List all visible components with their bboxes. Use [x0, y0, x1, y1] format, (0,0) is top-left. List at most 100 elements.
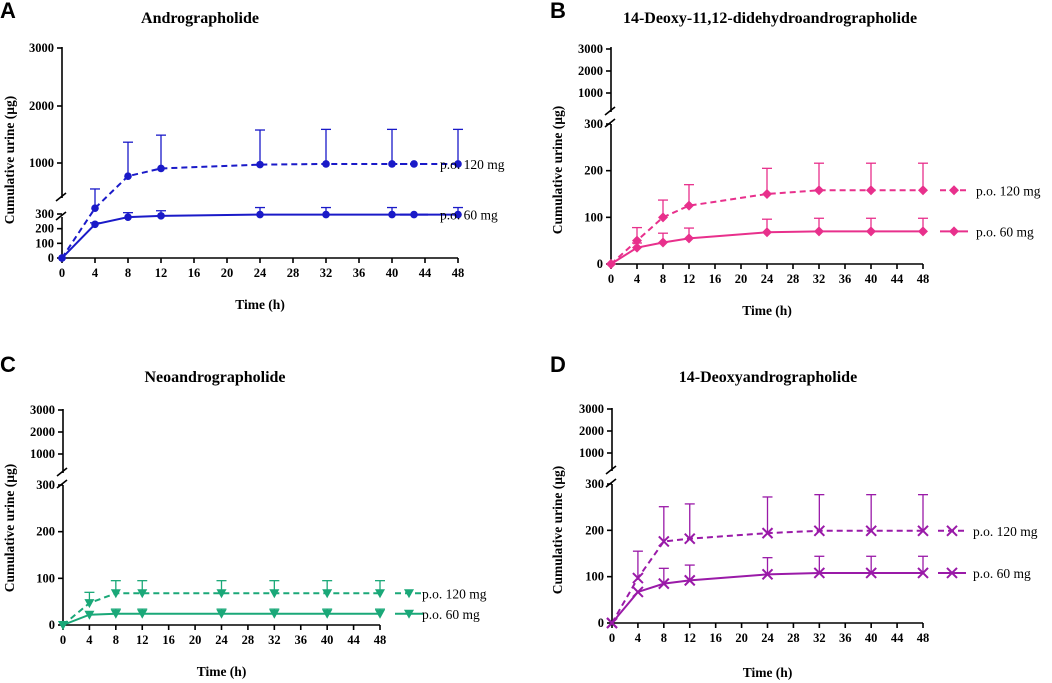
series-po-60mg	[606, 555, 929, 629]
data-point	[762, 189, 772, 199]
x-tick-label: 28	[242, 633, 255, 647]
y-tick-label: 0	[597, 257, 603, 271]
y-axis-label: Cumulative urine (µg)	[2, 464, 17, 593]
chart-title: 14-Deoxy-11,12-didehydroandrographolide	[623, 10, 917, 27]
legend-marker	[949, 226, 959, 237]
data-point	[684, 200, 694, 211]
x-tick-label: 24	[761, 631, 774, 645]
x-tick-label: 12	[684, 631, 697, 645]
data-point	[918, 185, 928, 196]
chart-title: Neoandrographolide	[144, 369, 285, 386]
legend-label: p.o. 120 mg	[976, 183, 1041, 198]
legend-marker	[946, 525, 958, 537]
y-tick-label: 200	[584, 164, 603, 178]
x-tick-label: 4	[86, 633, 93, 647]
data-point	[454, 160, 462, 168]
legend-marker	[949, 185, 959, 196]
marker-stroke	[658, 535, 670, 548]
data-point	[865, 567, 877, 579]
y-tick-label: 100	[36, 571, 55, 585]
data-point	[84, 599, 95, 609]
data-point	[658, 237, 668, 248]
y-tick-label: 3000	[578, 42, 603, 56]
y-tick-label: 300	[35, 207, 54, 221]
series-line	[611, 529, 923, 624]
data-point	[388, 210, 396, 219]
y-tick-label: 1000	[578, 86, 603, 100]
y-tick-label: 0	[49, 618, 55, 632]
x-tick-label: 8	[660, 272, 666, 286]
data-point	[58, 254, 66, 262]
data-point	[256, 160, 264, 169]
x-tick-label: 28	[287, 266, 300, 280]
marker-stroke	[761, 527, 774, 539]
axis-break-mark	[56, 479, 68, 489]
series-line	[61, 213, 458, 259]
data-point	[322, 160, 330, 168]
y-tick-label: 3000	[579, 402, 604, 416]
y-tick-label: 2000	[30, 425, 55, 439]
data-point	[684, 233, 694, 244]
data-point	[761, 527, 774, 539]
axis-break-mark	[605, 465, 617, 475]
data-point	[91, 220, 99, 229]
y-tick-label: 3000	[30, 403, 55, 417]
x-tick-label: 20	[735, 631, 748, 645]
marker-stroke	[865, 567, 877, 579]
legend-item: p.o. 120 mg	[940, 183, 1041, 198]
data-point	[269, 589, 280, 599]
x-tick-label: 12	[136, 633, 149, 647]
axis-break-mark	[55, 192, 67, 202]
chart-title: Andrographolide	[141, 10, 259, 27]
data-point	[813, 525, 826, 537]
x-tick-label: 20	[735, 272, 748, 286]
data-point	[632, 242, 642, 253]
x-tick-label: 36	[839, 272, 852, 286]
data-point	[375, 589, 385, 599]
x-tick-label: 36	[353, 266, 366, 280]
marker-stroke	[946, 567, 958, 579]
data-point	[762, 227, 772, 238]
chart-panel-b: B 14-Deoxy-11,12-didehydroandrographolide…	[550, 0, 1041, 318]
marker-stroke	[946, 525, 958, 537]
legend-marker	[404, 609, 414, 619]
x-tick-label: 16	[162, 633, 175, 647]
x-tick-label: 8	[113, 633, 119, 647]
series-line	[62, 612, 380, 626]
x-tick-label: 40	[865, 631, 878, 645]
data-point	[110, 589, 121, 599]
x-tick-label: 16	[709, 631, 722, 645]
x-tick-label: 8	[125, 266, 131, 280]
x-tick-label: 0	[60, 633, 66, 647]
y-tick-label: 200	[35, 222, 54, 236]
x-tick-label: 36	[839, 631, 852, 645]
x-tick-label: 20	[221, 266, 234, 280]
x-tick-label: 28	[787, 272, 800, 286]
marker-stroke	[684, 532, 696, 545]
data-point	[658, 535, 670, 548]
marker-stroke	[632, 572, 644, 584]
marker-stroke	[658, 577, 670, 590]
data-point	[658, 212, 668, 223]
data-point	[632, 572, 644, 584]
x-tick-label: 0	[608, 272, 614, 286]
legend-marker	[404, 589, 414, 599]
x-tick-label: 44	[419, 266, 432, 280]
series-po-120mg	[606, 494, 929, 629]
legend-label: p.o. 120 mg	[973, 524, 1038, 539]
legend-label: p.o. 60 mg	[440, 208, 498, 223]
x-tick-label: 24	[761, 272, 774, 286]
x-tick-label: 32	[268, 633, 281, 647]
data-point	[454, 210, 462, 219]
data-point	[375, 609, 385, 619]
y-tick-label: 3000	[29, 41, 54, 55]
x-tick-label: 16	[709, 272, 722, 286]
x-tick-label: 12	[683, 272, 696, 286]
marker-stroke	[917, 525, 929, 537]
x-tick-label: 40	[865, 272, 878, 286]
data-point	[917, 525, 929, 537]
x-tick-label: 40	[386, 266, 399, 280]
x-tick-label: 24	[215, 633, 228, 647]
